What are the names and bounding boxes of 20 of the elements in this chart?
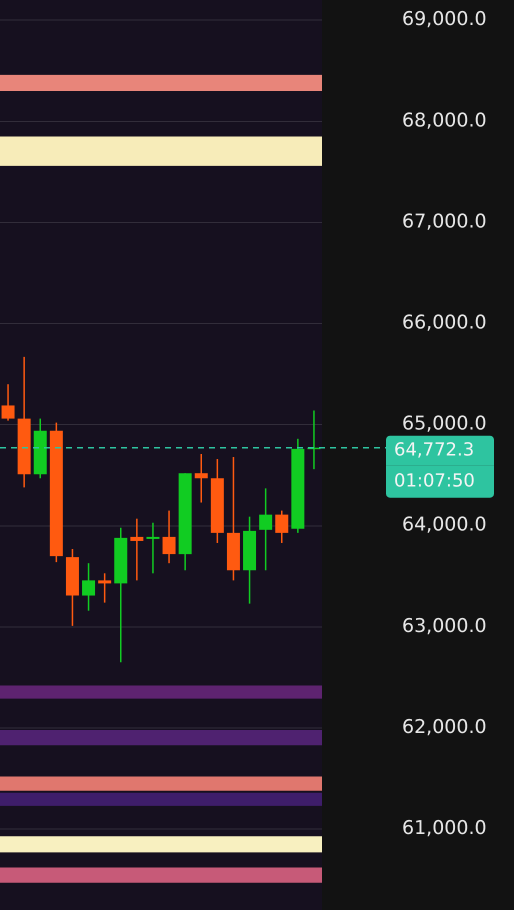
candlestick	[194, 453, 208, 504]
y-tick-label: 62,000.0	[402, 716, 487, 738]
y-tick-label: 66,000.0	[402, 311, 487, 334]
y-tick-label: 65,000.0	[402, 412, 487, 435]
candlestick	[275, 510, 288, 544]
candlestick	[98, 572, 112, 604]
candlestick	[146, 522, 160, 574]
candlestick	[162, 510, 176, 564]
y-tick-label: 63,000.0	[402, 614, 487, 637]
text: 01:07:50	[394, 470, 475, 492]
ref-line-label: 64,772.3	[394, 439, 474, 460]
y-tick-label: 69,000.0	[402, 8, 487, 30]
candlestick	[259, 488, 272, 572]
candlestick	[130, 518, 144, 582]
y-tick-label: 68,000.0	[402, 109, 487, 132]
y-tick-label: 64,000.0	[402, 514, 487, 536]
candlestick	[82, 562, 96, 612]
y-tick-label: 61,000.0	[402, 817, 487, 840]
candlestick	[2, 383, 15, 422]
y-tick-label: 67,000.0	[402, 210, 487, 232]
